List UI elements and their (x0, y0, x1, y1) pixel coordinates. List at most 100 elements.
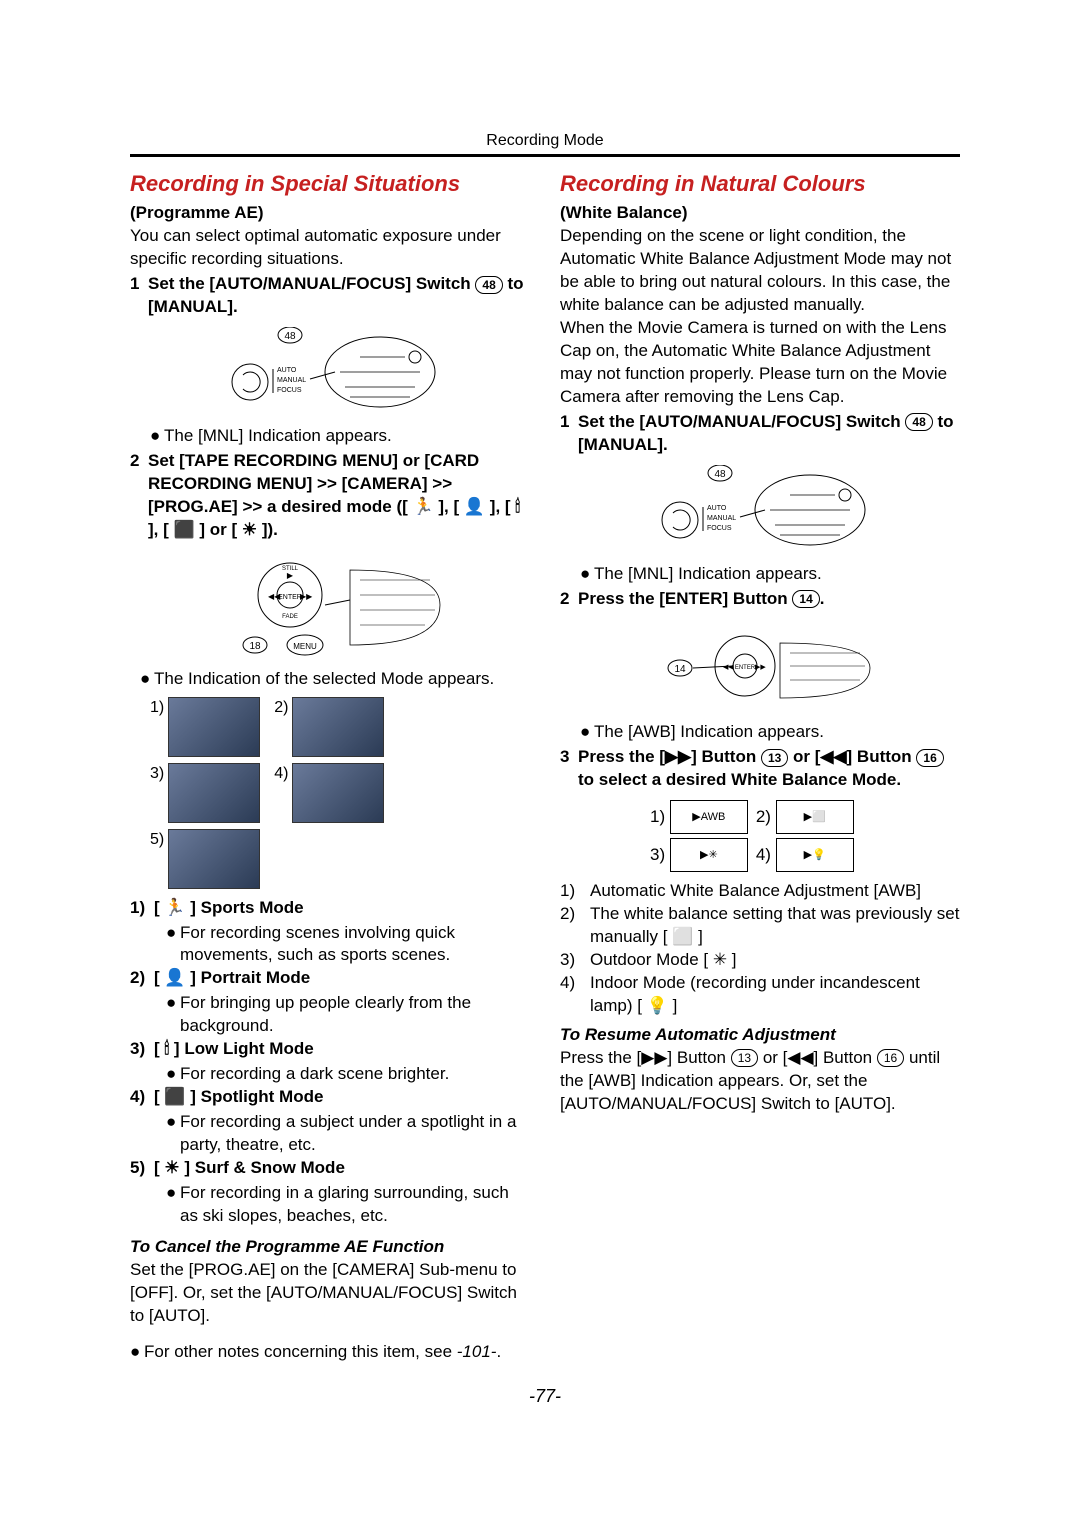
mode-label: [ ⬛ ] Spotlight Mode (154, 1086, 323, 1109)
bullet-mnl-right: ● The [MNL] Indication appears. (580, 563, 960, 586)
bullet-icon: ● (140, 668, 154, 691)
svg-text:FOCUS: FOCUS (277, 387, 302, 394)
thumb-4: 4) (274, 763, 384, 823)
svg-text:18: 18 (249, 641, 261, 652)
step-text: Set the [AUTO/MANUAL/FOCUS] Switch 48 to… (578, 411, 960, 457)
mode-desc: For recording scenes involving quick mov… (180, 922, 530, 968)
step-text: Set [TAPE RECORDING MENU] or [CARD RECOR… (148, 450, 530, 542)
step-number: 3 (560, 746, 578, 792)
svg-text:▶▶: ▶▶ (300, 592, 313, 601)
wb-box: ▶✳ (670, 838, 748, 872)
ref-48: 48 (475, 276, 502, 294)
other-notes: ● For other notes concerning this item, … (130, 1341, 530, 1364)
wb-explain-list: 1)Automatic White Balance Adjustment [AW… (560, 880, 960, 1018)
thumb-1: 1) (150, 697, 260, 757)
svg-text:MENU: MENU (293, 642, 317, 651)
right-title: Recording in Natural Colours (560, 169, 960, 199)
cancel-title: To Cancel the Programme AE Function (130, 1236, 530, 1259)
list-text: Outdoor Mode [ ✳ ] (590, 949, 737, 972)
camera-switch-diagram: 48 AUTO MANUAL FOCUS (215, 327, 445, 417)
step-text: Set the [AUTO/MANUAL/FOCUS] Switch 48 to… (148, 273, 530, 319)
step1-pre: Set the [AUTO/MANUAL/FOCUS] Switch (148, 274, 475, 293)
mode-desc: For recording a subject under a spotligh… (180, 1111, 530, 1157)
right-intro1: Depending on the scene or light conditio… (560, 225, 960, 317)
list-idx: 2) (560, 903, 590, 949)
bullet-mnl: ● The [MNL] Indication appears. (150, 425, 530, 448)
content-columns: Recording in Special Situations (Program… (130, 169, 960, 1365)
right-step2: 2 Press the [ENTER] Button 14. (560, 588, 960, 611)
mode-label: [ ☀ ] Surf & Snow Mode (154, 1157, 345, 1180)
enter-button-diagram: 14 ENTER ◀◀ ▶▶ (645, 618, 875, 713)
header: Recording Mode (130, 130, 960, 152)
bullet-icon: ● (150, 425, 164, 448)
svg-text:◀◀: ◀◀ (268, 592, 281, 601)
ref-14: 14 (792, 590, 819, 608)
wb-box: ▶💡 (776, 838, 854, 872)
ref-16: 16 (916, 749, 943, 767)
divider (130, 154, 960, 157)
list-text: The white balance setting that was previ… (590, 903, 960, 949)
menu-diagram: ENTER STILL ▶ ◀◀ ▶▶ FADE MENU 18 (200, 550, 460, 660)
ref-48: 48 (905, 413, 932, 431)
mode-idx: 1) (130, 897, 154, 920)
mode-desc: For bringing up people clearly from the … (180, 992, 530, 1038)
step-text: Press the [▶▶] Button 13 or [◀◀] Button … (578, 746, 960, 792)
step-number: 1 (130, 273, 148, 319)
mode-thumbs: 1) 2) 3) 4) 5) (150, 697, 430, 889)
list-idx: 3) (560, 949, 590, 972)
white-balance-subhead: (White Balance) (560, 202, 960, 225)
list-idx: 1) (560, 880, 590, 903)
bullet-text: The [MNL] Indication appears. (594, 563, 822, 586)
mode-idx: 4) (130, 1086, 154, 1109)
mode-idx: 3) (130, 1038, 154, 1061)
wb-box: ▶⬜ (776, 800, 854, 834)
svg-text:▶: ▶ (287, 571, 294, 580)
mode-desc: For recording in a glaring surrounding, … (180, 1182, 530, 1228)
resume-text: Press the [▶▶] Button 13 or [◀◀] Button … (560, 1047, 960, 1116)
step-number: 2 (130, 450, 148, 542)
mode-label: [ 👤 ] Portrait Mode (154, 967, 310, 990)
svg-text:AUTO: AUTO (277, 367, 297, 374)
bullet-text: The [MNL] Indication appears. (164, 425, 392, 448)
left-step1: 1 Set the [AUTO/MANUAL/FOCUS] Switch 48 … (130, 273, 530, 319)
bullet-icon: ● (580, 721, 594, 744)
svg-text:FADE: FADE (282, 614, 298, 620)
thumb-3: 3) (150, 763, 260, 823)
step-number: 1 (560, 411, 578, 457)
svg-text:AUTO: AUTO (707, 505, 727, 512)
wb-mode-grid: 1) ▶AWB 2) ▶⬜ 3) ▶✳ 4) ▶💡 (650, 800, 870, 872)
bullet-text: The Indication of the selected Mode appe… (154, 668, 494, 691)
wb-box: ▶AWB (670, 800, 748, 834)
bullet-icon: ● (580, 563, 594, 586)
resume-title: To Resume Automatic Adjustment (560, 1024, 960, 1047)
mode-desc: For recording a dark scene brighter. (180, 1063, 449, 1086)
mode-idx: 5) (130, 1157, 154, 1180)
svg-text:48: 48 (284, 331, 296, 342)
bullet-icon: ● (130, 1341, 144, 1364)
list-text: Indoor Mode (recording under incandescen… (590, 972, 960, 1018)
page-number: -77- (130, 1384, 960, 1408)
mode-list: 1)[ 🏃 ] Sports Mode ●For recording scene… (130, 897, 530, 1228)
list-idx: 4) (560, 972, 590, 1018)
thumb-5: 5) (150, 829, 260, 889)
left-title: Recording in Special Situations (130, 169, 530, 199)
bullet-awb: ● The [AWB] Indication appears. (580, 721, 960, 744)
ref-16: 16 (877, 1049, 904, 1067)
left-intro: You can select optimal automatic exposur… (130, 225, 530, 271)
svg-text:ENTER: ENTER (735, 665, 756, 671)
right-step3: 3 Press the [▶▶] Button 13 or [◀◀] Butto… (560, 746, 960, 792)
other-notes-text: For other notes concerning this item, se… (144, 1341, 501, 1364)
bullet-mode-indication: ● The Indication of the selected Mode ap… (140, 668, 530, 691)
svg-text:MANUAL: MANUAL (707, 515, 736, 522)
right-column: Recording in Natural Colours (White Bala… (560, 169, 960, 1365)
svg-text:FOCUS: FOCUS (707, 525, 732, 532)
bullet-text: The [AWB] Indication appears. (594, 721, 824, 744)
ref-13: 13 (761, 749, 788, 767)
svg-text:◀◀: ◀◀ (723, 664, 734, 671)
thumb-2: 2) (274, 697, 384, 757)
svg-text:ENTER: ENTER (278, 594, 302, 601)
svg-text:▶▶: ▶▶ (755, 664, 766, 671)
svg-text:48: 48 (714, 469, 726, 480)
ref-13: 13 (731, 1049, 758, 1067)
step-number: 2 (560, 588, 578, 611)
